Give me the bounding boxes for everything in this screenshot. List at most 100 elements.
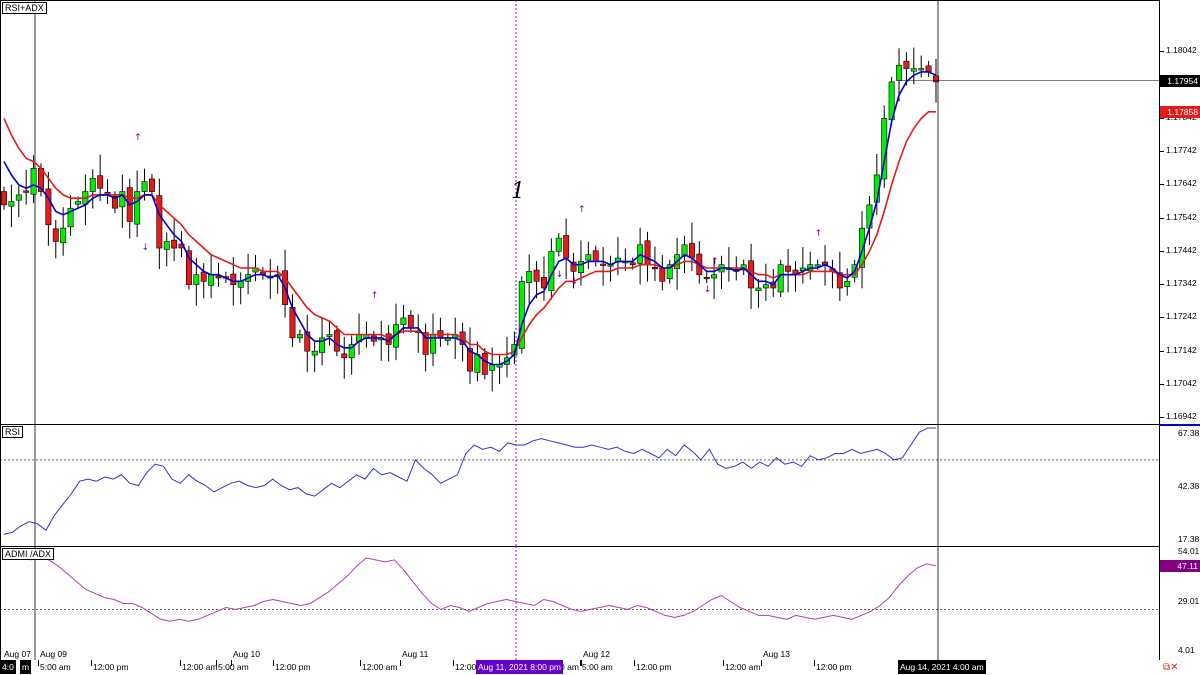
fast-ma-line <box>3 71 937 366</box>
fractal-down-icon: ↓ <box>556 270 564 280</box>
candle-body <box>148 178 155 192</box>
candle-body <box>836 272 843 289</box>
time-tick-mark <box>581 660 582 666</box>
fractal-down-icon: ↓ <box>386 335 394 345</box>
candle-body <box>555 237 562 252</box>
crosshair-time-left: Aug 11, 2021 8:00 pm <box>476 660 564 674</box>
adx-line <box>29 557 937 622</box>
candle-body <box>23 190 30 193</box>
time-tick-mark <box>360 660 361 666</box>
candle-body <box>230 273 237 285</box>
adx-pane-title: ADMI /ADX <box>2 548 55 560</box>
rsi-chart[interactable] <box>0 424 1160 547</box>
candle-body <box>311 350 318 356</box>
price-tick-label: 1.18042 <box>1166 45 1197 56</box>
candle-body <box>688 243 695 259</box>
price-tick-label: 1.17742 <box>1166 145 1197 155</box>
price-tick-label: 1.17042 <box>1166 377 1197 388</box>
fractal-down-icon: ↓ <box>142 243 150 253</box>
time-label: 12:00 am <box>362 662 398 672</box>
price-pane[interactable]: RSI+ADX <box>0 0 1160 425</box>
time-stub-left: 4:0 <box>0 660 16 674</box>
adx-tick-label: 4.01 <box>1178 645 1195 655</box>
candle-body <box>134 191 141 225</box>
time-label: Aug 09 <box>40 649 67 659</box>
candle-body <box>341 353 348 359</box>
rsi-pane[interactable]: RSI <box>0 424 1160 547</box>
time-label: Aug 10 <box>233 649 260 659</box>
price-tick-mark <box>1160 350 1164 352</box>
candle-body <box>925 65 932 73</box>
candle-body <box>67 207 74 228</box>
price-tick-label: 1.17442 <box>1166 244 1197 255</box>
candle-body <box>659 267 666 282</box>
candle-body <box>141 181 148 192</box>
price-tick-mark <box>1160 217 1164 219</box>
fractal-up-icon: ↑ <box>815 229 823 239</box>
time-axis[interactable]: Aug 07 Aug 09 5:00 am 12:00 pm 12:00 am 5:00 … <box>0 649 1160 675</box>
candle-body <box>866 204 873 229</box>
price-tick-label: 1.17342 <box>1166 278 1197 288</box>
time-label: 12:00 am <box>182 662 218 672</box>
candle-body <box>30 167 37 195</box>
time-label: 12:00 pm <box>636 662 672 672</box>
candle-body <box>918 68 925 71</box>
time-label: Aug 12 <box>583 649 610 659</box>
price-chart[interactable]: ↑ ↑ ↑ ↑ ↑ ↓ ↓ ↓ ↓ ↓ 1 <box>0 0 1160 425</box>
candle-body <box>89 177 96 192</box>
candle-body <box>489 364 496 371</box>
candle-body <box>208 274 215 286</box>
time-tick-mark <box>814 660 815 666</box>
time-tick-mark <box>180 660 181 666</box>
candle-body <box>1 191 7 206</box>
price-tick-mark <box>1160 184 1164 186</box>
candle-body <box>348 344 355 359</box>
candle-body <box>119 191 126 208</box>
candle-body <box>156 195 163 249</box>
time-label: Aug 11 <box>402 649 429 659</box>
price-pane-title: RSI+ADX <box>2 2 47 14</box>
candle-body <box>577 261 584 273</box>
time-tick-mark <box>723 660 724 666</box>
candle-body <box>681 244 688 257</box>
candle-body <box>629 262 636 266</box>
candle-body <box>785 265 792 272</box>
candle-body <box>563 235 570 259</box>
price-tick-mark <box>1160 317 1164 319</box>
candle-body <box>319 337 326 353</box>
candle-body <box>333 330 340 352</box>
candle-body <box>467 348 473 372</box>
price-tick-label: 1.17142 <box>1166 344 1197 355</box>
time-label: Aug 07 <box>4 649 31 659</box>
candle-body <box>15 194 22 201</box>
candle-body <box>533 269 540 282</box>
time-tick-mark <box>761 660 762 666</box>
candle-body <box>651 267 658 270</box>
sync-icon[interactable]: ⧉✕ <box>1163 662 1179 673</box>
price-tick-mark <box>1160 250 1164 252</box>
candle-body <box>296 334 303 339</box>
rsi-tick-label: 67.38 <box>1178 427 1200 438</box>
candle-body <box>237 281 244 288</box>
candle-body <box>400 317 407 325</box>
candle-body <box>903 60 910 69</box>
candle-body <box>304 331 311 352</box>
time-tick-mark <box>453 660 454 666</box>
price-tick-label: 1.17242 <box>1166 311 1197 322</box>
candle-body <box>193 274 200 285</box>
candle-body <box>585 254 592 261</box>
adx-pane[interactable]: ADMI /ADX <box>0 546 1160 661</box>
time-tick-mark <box>580 660 581 666</box>
time-label: 12:00 pm <box>816 662 852 672</box>
rsi-line <box>3 427 936 535</box>
time-tick-mark <box>634 660 635 666</box>
time-label: 12:00 pm <box>93 662 129 672</box>
adx-chart[interactable] <box>0 546 1160 661</box>
candle-body <box>75 201 81 205</box>
candle-body <box>215 275 222 279</box>
fractal-up-icon: ↑ <box>371 291 379 301</box>
adx-current-label: 47.11 <box>1160 559 1200 572</box>
crosshair-time-right: Aug 14, 2021 4:00 am <box>898 660 986 674</box>
candle-body <box>8 201 15 207</box>
candle-body <box>481 352 488 375</box>
